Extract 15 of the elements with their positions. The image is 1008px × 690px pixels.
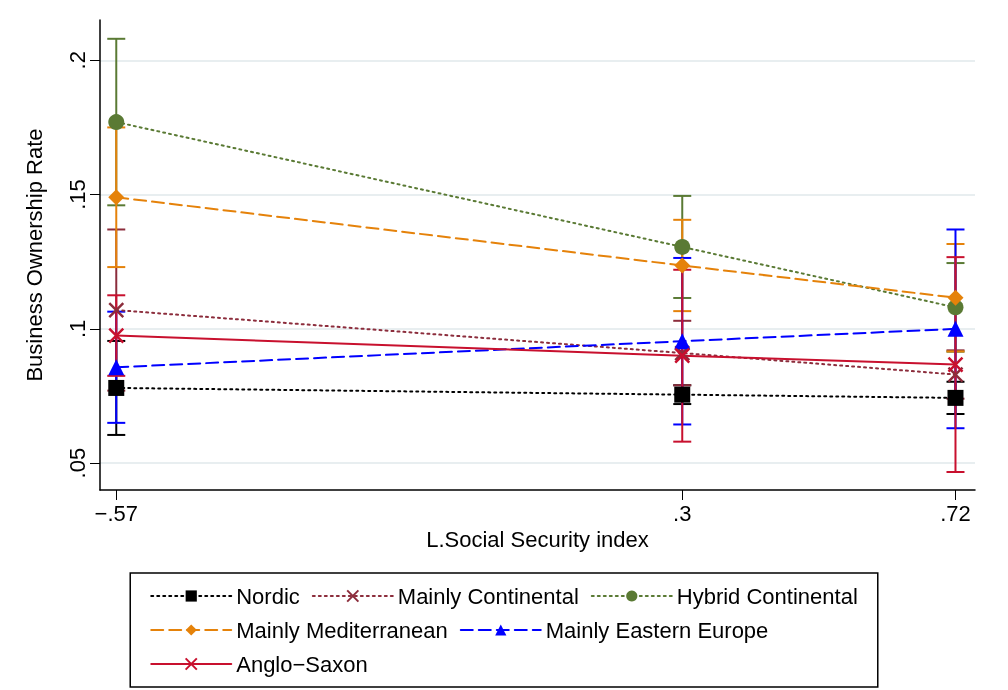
y-tick-label: .1: [64, 319, 90, 339]
y-tick-label: .2: [64, 51, 90, 70]
legend-label: Nordic: [236, 583, 300, 609]
legend-label: Mainly Continental: [397, 583, 579, 609]
y-axis-title: Business Ownership Rate: [21, 128, 47, 382]
x-axis-title: L.Social Security index: [426, 527, 649, 553]
legend-label: Mainly Mediterranean: [236, 617, 448, 643]
x-tick-label: −.57: [94, 500, 138, 526]
y-tick-label: .15: [64, 179, 90, 210]
x-tick-label: .72: [940, 500, 971, 526]
legend-label: Mainly Eastern Europe: [545, 617, 769, 643]
legend-label: Hybrid Continental: [676, 583, 858, 609]
x-tick-label: .3: [673, 500, 692, 526]
y-tick-label: .05: [64, 447, 90, 479]
legend-label: Anglo−Saxon: [236, 651, 368, 677]
